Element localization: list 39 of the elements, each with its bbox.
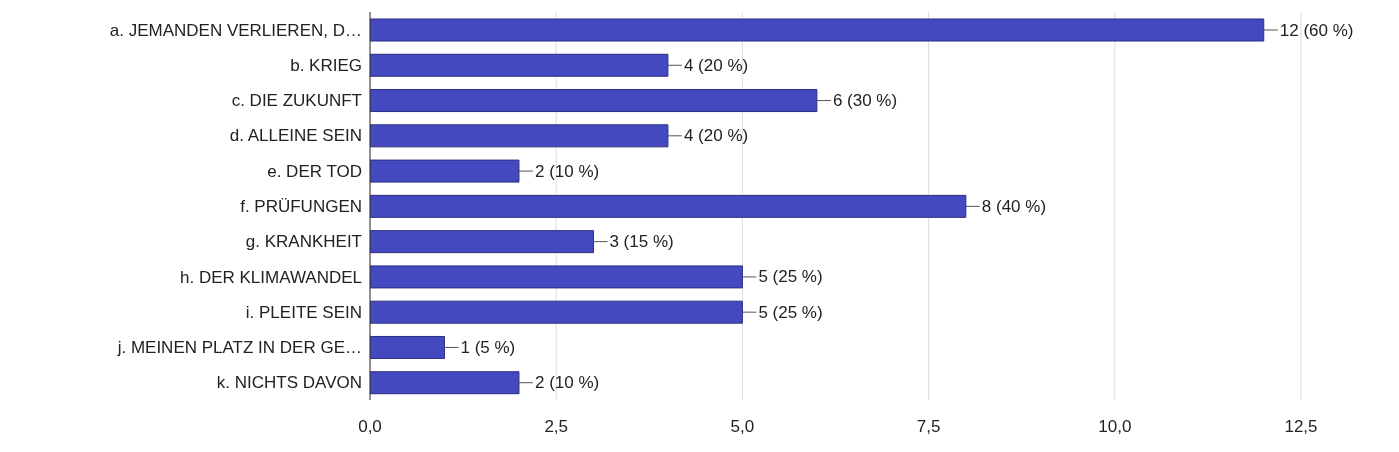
data-label: 6 (30 %) — [832, 91, 898, 111]
data-label: 2 (10 %) — [534, 161, 600, 181]
bar — [370, 265, 743, 289]
bar — [370, 53, 669, 77]
x-tick-label: 2,5 — [544, 417, 569, 437]
bar — [370, 371, 520, 395]
bar — [370, 89, 818, 113]
bar — [370, 18, 1265, 42]
x-tick-label: 10,0 — [1098, 417, 1132, 437]
y-tick-label: d. ALLEINE SEIN — [229, 126, 362, 146]
data-label: 3 (15 %) — [609, 232, 674, 252]
y-tick-label: g. KRANKHEIT — [245, 232, 362, 252]
bar — [370, 159, 520, 183]
data-label: 1 (5 %) — [460, 337, 516, 357]
y-tick-label: a. JEMANDEN VERLIEREN, D… — [109, 20, 362, 40]
bar — [370, 124, 669, 148]
y-tick-label: j. MEINEN PLATZ IN DER GE… — [116, 338, 362, 358]
bar — [370, 335, 445, 359]
y-tick-label: h. DER KLIMAWANDEL — [179, 267, 362, 287]
x-tick-label: 7,5 — [916, 417, 941, 437]
bar — [370, 230, 594, 254]
y-tick-label: k. NICHTS DAVON — [216, 373, 362, 393]
x-tick-label: 5,0 — [730, 417, 755, 437]
y-tick-label: e. DER TOD — [267, 161, 362, 181]
bar — [370, 194, 967, 218]
data-label: 4 (20 %) — [683, 126, 749, 146]
x-tick-label: 0,0 — [358, 417, 382, 437]
data-label: 4 (20 %) — [683, 55, 749, 75]
bar — [370, 300, 743, 324]
data-label: 5 (25 %) — [758, 302, 823, 322]
y-tick-label: f. PRÜFUNGEN — [240, 197, 362, 217]
y-tick-label: i. PLEITE SEIN — [245, 302, 362, 322]
data-label: 5 (25 %) — [758, 267, 823, 287]
y-tick-label: c. DIE ZUKUNFT — [231, 91, 362, 111]
y-tick-label: b. KRIEG — [290, 55, 362, 75]
data-label: 8 (40 %) — [981, 196, 1047, 216]
data-label: 12 (60 %) — [1279, 20, 1354, 40]
x-tick-label: 12,5 — [1284, 417, 1318, 437]
data-label: 2 (10 %) — [534, 373, 600, 393]
